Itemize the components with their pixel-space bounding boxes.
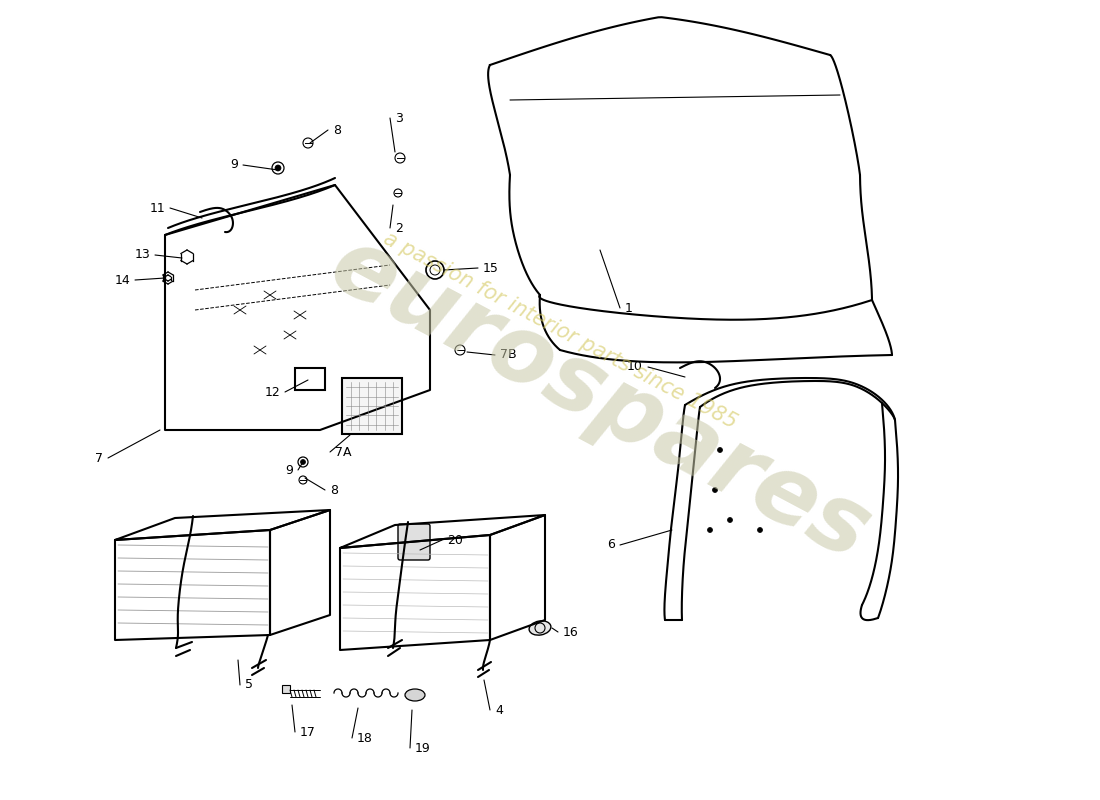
Text: 1: 1: [625, 302, 632, 314]
Ellipse shape: [529, 621, 551, 635]
Circle shape: [727, 518, 733, 522]
Text: eurospares: eurospares: [315, 219, 886, 581]
Text: 17: 17: [300, 726, 316, 738]
Text: 4: 4: [495, 703, 503, 717]
Text: 6: 6: [607, 538, 615, 551]
Text: 16: 16: [563, 626, 579, 638]
Circle shape: [713, 487, 717, 493]
Text: 7: 7: [95, 451, 103, 465]
Text: 14: 14: [114, 274, 130, 286]
Text: 7B: 7B: [500, 349, 517, 362]
Text: 8: 8: [333, 123, 341, 137]
Bar: [342, 378, 402, 434]
Circle shape: [707, 527, 713, 533]
Text: 19: 19: [415, 742, 431, 754]
Bar: [295, 368, 324, 390]
Text: 7A: 7A: [336, 446, 352, 458]
Text: 9: 9: [285, 463, 293, 477]
Circle shape: [717, 447, 723, 453]
Text: 20: 20: [447, 534, 463, 546]
Circle shape: [275, 165, 280, 171]
Bar: [282, 685, 290, 693]
Text: a passion for interior parts since 1985: a passion for interior parts since 1985: [379, 228, 740, 432]
Text: 8: 8: [330, 483, 338, 497]
Text: 11: 11: [150, 202, 165, 214]
Text: 12: 12: [264, 386, 280, 398]
Ellipse shape: [405, 689, 425, 701]
FancyBboxPatch shape: [398, 524, 430, 560]
Text: 13: 13: [134, 249, 150, 262]
Text: 18: 18: [358, 731, 373, 745]
Text: 5: 5: [245, 678, 253, 691]
Text: 2: 2: [395, 222, 403, 234]
Text: 9: 9: [230, 158, 238, 171]
Circle shape: [300, 459, 306, 465]
Circle shape: [758, 527, 762, 533]
Text: 10: 10: [627, 361, 644, 374]
Text: 15: 15: [483, 262, 499, 274]
Text: 3: 3: [395, 111, 403, 125]
